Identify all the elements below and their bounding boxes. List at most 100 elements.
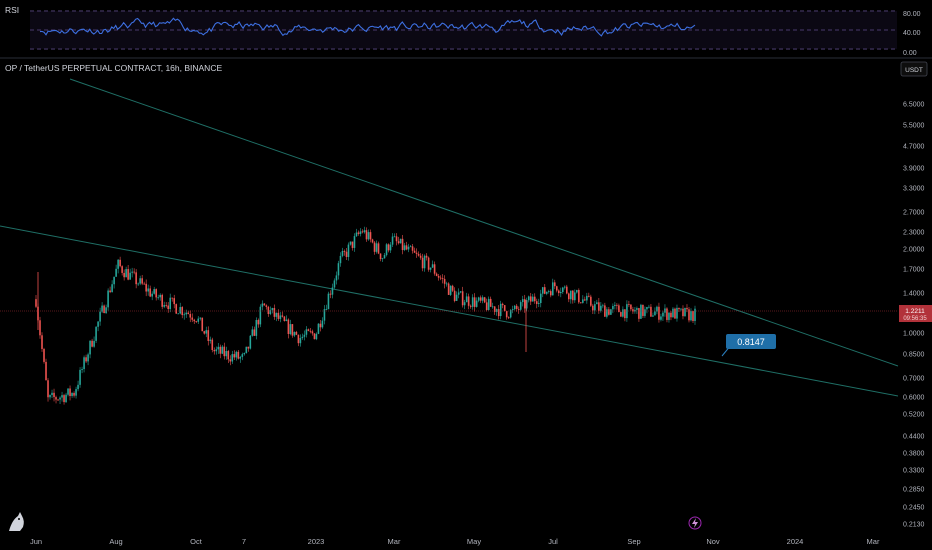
candle-body (57, 399, 59, 401)
candle-body (632, 309, 634, 312)
price-axis[interactable]: 6.5000 5.5000 4.7000 3.9000 3.3000 2.7000 2.30… (903, 102, 925, 529)
candle-body (51, 392, 53, 395)
candle-body (694, 308, 696, 322)
candle-body (497, 309, 500, 317)
upper-trendline[interactable] (69, 78, 899, 367)
candle-body (317, 323, 320, 334)
candle-body (594, 304, 596, 311)
candle-body (347, 244, 350, 257)
candle-body (221, 346, 224, 354)
candle-body (385, 244, 388, 256)
candle-body (253, 329, 256, 336)
time-axis-tick: May (467, 537, 481, 546)
candle-body (501, 303, 504, 306)
candle-body (598, 302, 600, 311)
candle-body (333, 280, 336, 288)
rsi-tick-40: 40.00 (903, 30, 921, 37)
candle-body (672, 308, 674, 318)
candle-body (337, 263, 340, 276)
price-axis-tick: 5.5000 (903, 123, 925, 130)
candle-body (620, 312, 622, 317)
candle-body (628, 304, 630, 305)
candle-body (371, 239, 374, 243)
candle-body (349, 241, 352, 245)
candle-body (421, 257, 424, 269)
candle-body (215, 349, 218, 352)
currency-button[interactable]: USDT (900, 61, 928, 77)
candle-body (65, 394, 67, 403)
candle-body (529, 296, 532, 302)
candle-body (365, 230, 368, 240)
candle-body (205, 330, 208, 334)
price-badge-countdown: 09:56:35 (903, 316, 927, 322)
candle-body (243, 352, 246, 355)
candle-body (227, 351, 230, 360)
candle-body (309, 330, 312, 332)
candle-body (241, 354, 244, 357)
candle-body (59, 397, 61, 400)
candle-body (353, 236, 356, 248)
lightning-icon[interactable] (688, 516, 702, 530)
candle-body (642, 304, 644, 316)
candle-body (393, 236, 396, 238)
candle-body (145, 283, 147, 292)
candle-body (423, 255, 426, 269)
candle-body (690, 311, 692, 321)
price-axis-tick: 0.8500 (903, 352, 925, 359)
candle-body (682, 308, 684, 317)
candle-body (115, 268, 117, 277)
candle-body (77, 384, 79, 390)
candle-body (319, 323, 322, 328)
candle-body (271, 308, 274, 311)
candle-body (327, 293, 330, 310)
candle-body (41, 335, 43, 349)
price-axis-tick: 1.4000 (903, 291, 925, 298)
candle-body (375, 243, 378, 252)
candle-body (539, 293, 542, 304)
price-axis-tick: 6.5000 (903, 102, 925, 109)
candle-body (351, 241, 354, 248)
candle-body (235, 351, 238, 358)
candle-body (561, 287, 564, 292)
candle-body (419, 255, 422, 258)
candle-body (636, 308, 638, 310)
candle-body (99, 311, 101, 322)
time-axis-tick: Mar (388, 537, 401, 546)
candle-body (578, 289, 580, 303)
candle-body (299, 338, 302, 344)
candle-body (71, 392, 73, 397)
candle-body (586, 295, 588, 301)
candle-body (405, 245, 408, 250)
candle-body (277, 312, 280, 319)
candle-body (97, 321, 99, 327)
price-axis-tick: 2.3000 (903, 230, 925, 237)
time-axis[interactable]: Jun Aug Oct 7 2023 Mar May Jul Sep Nov 2024 Mar (30, 537, 880, 546)
candle-body (459, 291, 462, 293)
candle-body (465, 296, 468, 303)
candle-body (125, 269, 127, 278)
candle-body (161, 294, 163, 307)
candle-body (676, 307, 678, 319)
candle-body (81, 369, 83, 370)
candle-body (483, 297, 486, 303)
price-badge: 1.2211 09:56:35 (899, 305, 932, 322)
candle-body (397, 241, 400, 244)
candle-body (391, 236, 394, 245)
candle-body (369, 232, 372, 240)
candle-body (511, 309, 514, 311)
candle-body (658, 306, 660, 320)
annotation-label: 0.8147 (737, 337, 765, 347)
candle-body (255, 320, 258, 336)
symbol-title: OP / TetherUS PERPETUAL CONTRACT, 16h, B… (5, 63, 222, 73)
tradingview-logo-icon[interactable] (9, 512, 24, 531)
price-annotation[interactable]: 0.8147 (721, 334, 776, 357)
candle-body (261, 303, 264, 307)
candle-body (481, 297, 484, 301)
candle-body (229, 359, 232, 362)
candle-body (283, 316, 286, 322)
candle-body (590, 296, 592, 306)
candle-body (634, 309, 636, 312)
time-axis-tick: Nov (706, 537, 720, 546)
candle-body (395, 236, 398, 242)
